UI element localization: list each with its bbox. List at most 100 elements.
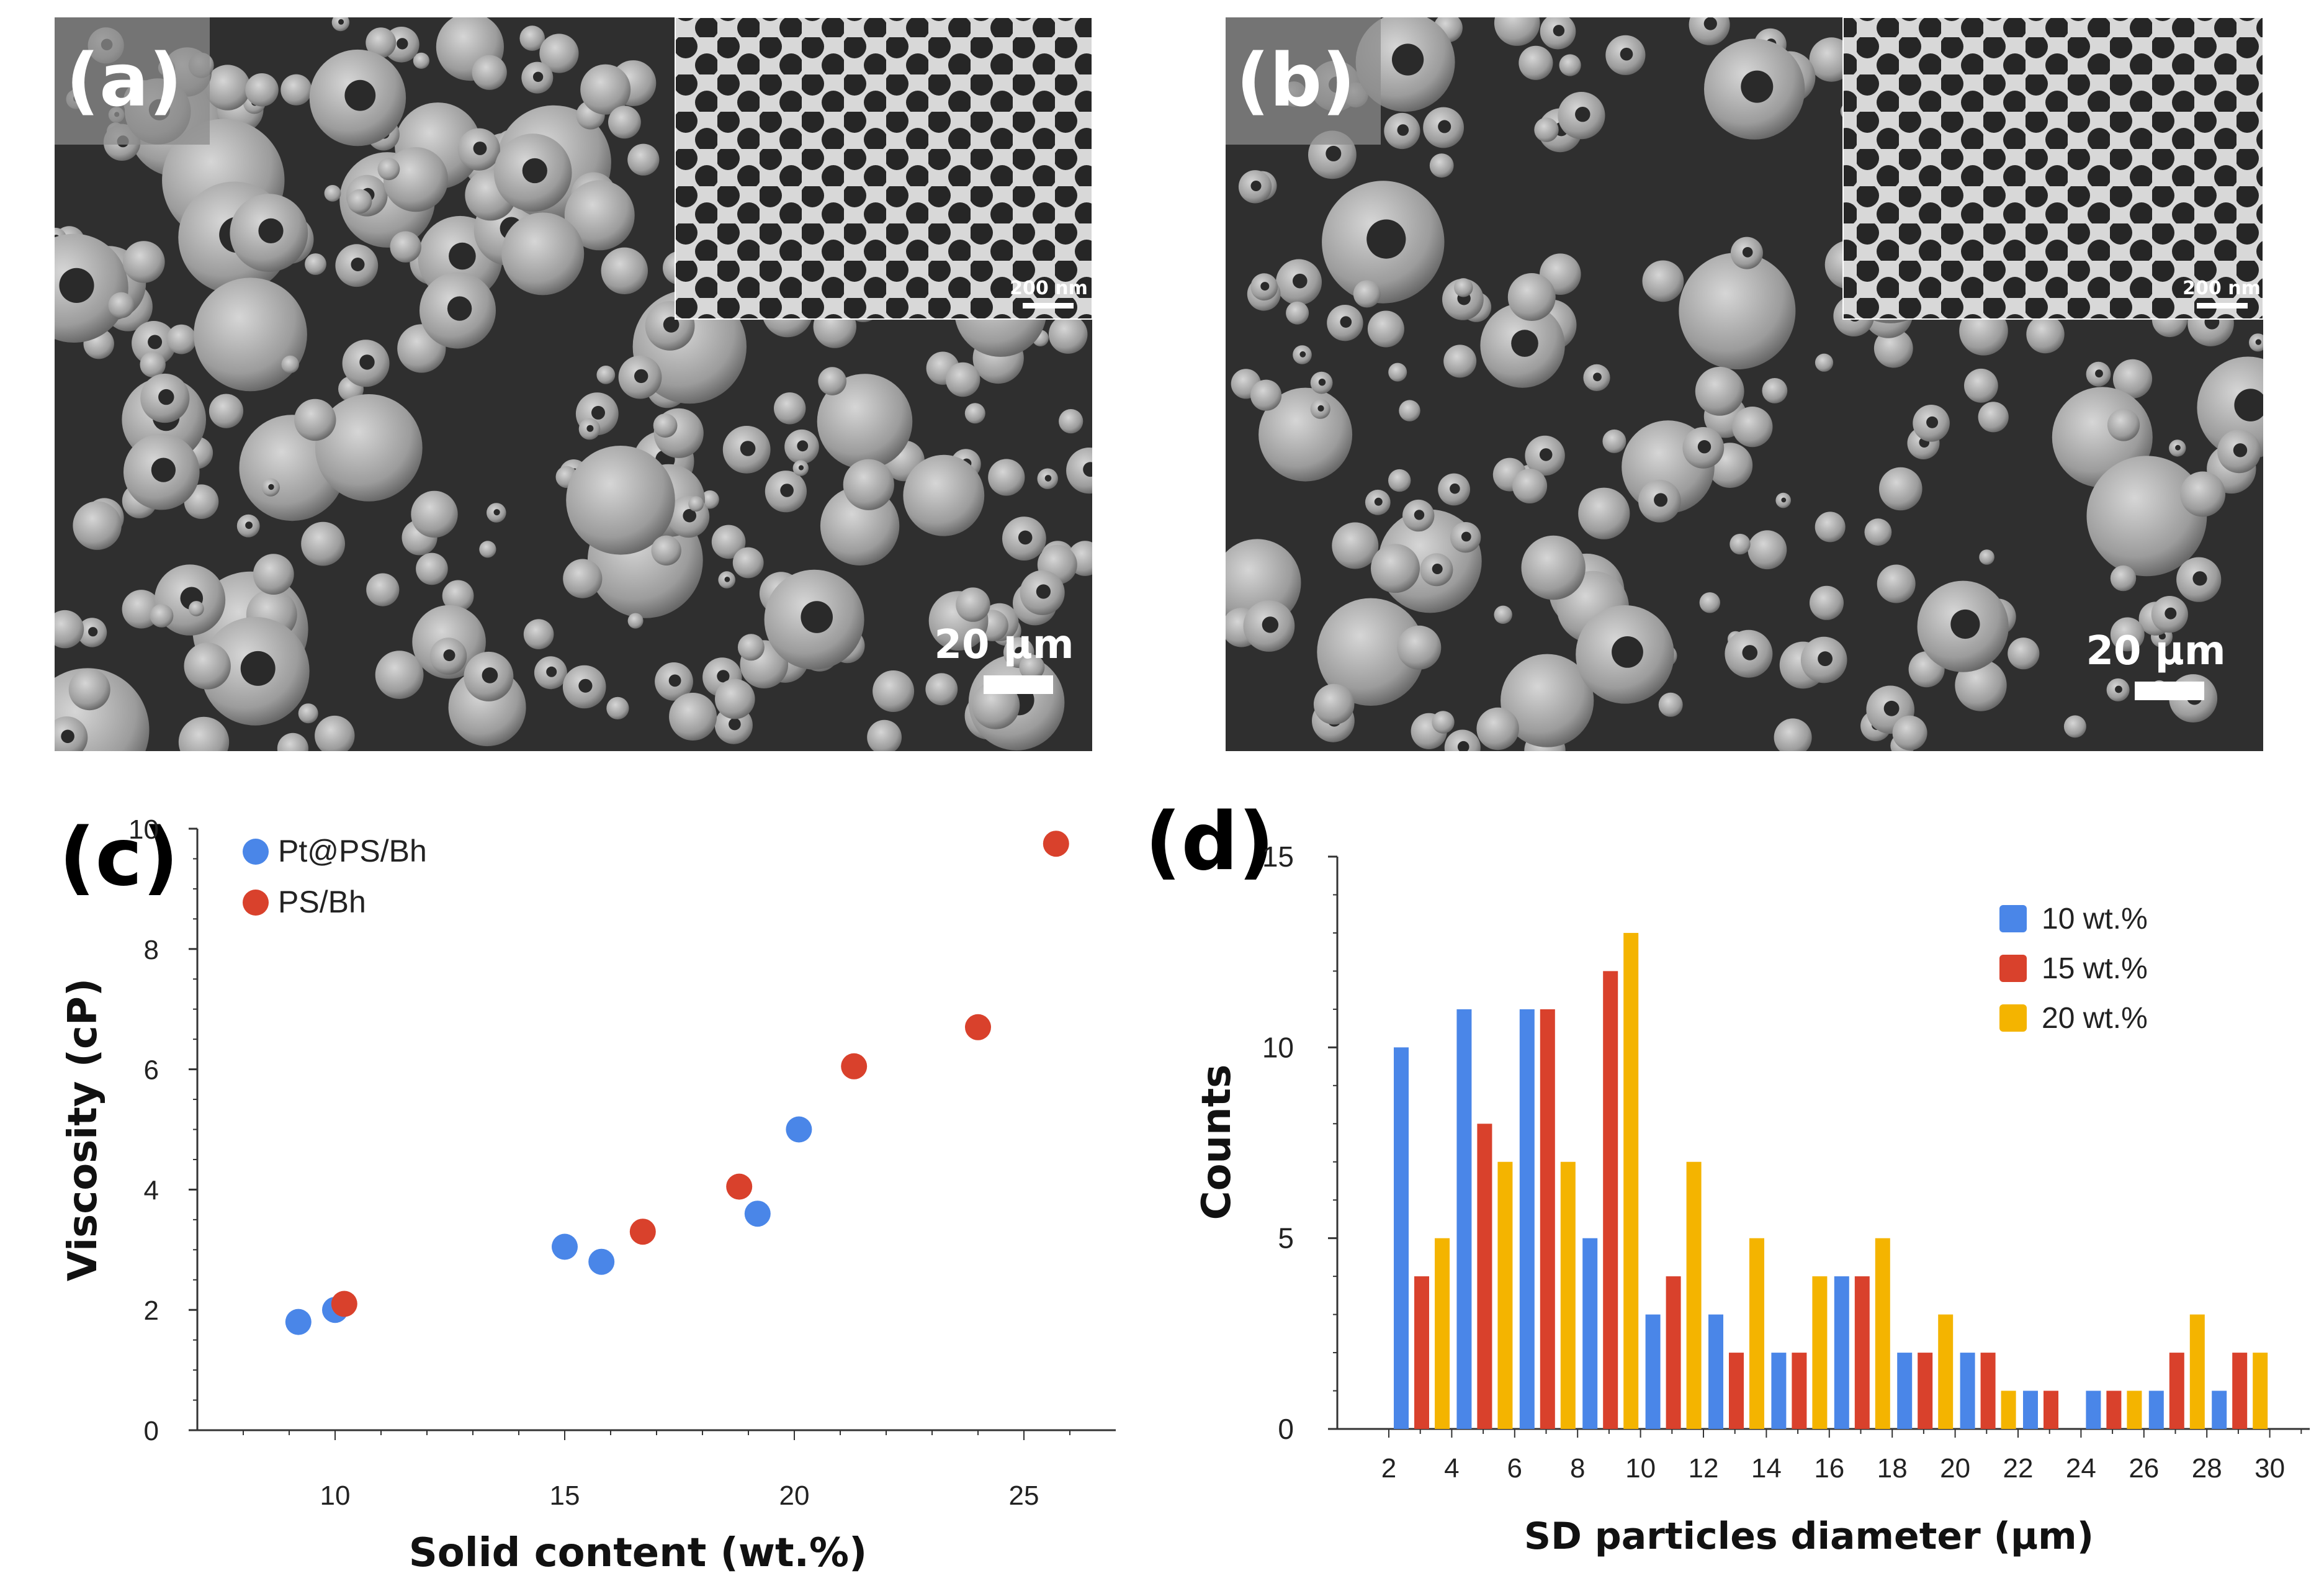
sem-image-b: 200 nm 20 µm (b)	[1226, 17, 2263, 751]
sem-particle	[1978, 402, 2009, 433]
sem-particle-hole	[1575, 107, 1590, 122]
sem-particle	[732, 547, 764, 579]
sem-particle-hole	[586, 425, 594, 432]
bar-15wt	[1603, 971, 1618, 1429]
sem-particle-hole	[1317, 405, 1324, 412]
x-tick-label-c: 20	[779, 1480, 810, 1511]
sem-particle-hole	[88, 627, 98, 637]
sem-particle-hole	[1741, 70, 1774, 103]
sem-particle-hole	[1083, 462, 1092, 477]
sem-particle-hole	[1950, 609, 1980, 639]
sem-particle	[184, 642, 231, 690]
bar-10wt	[2212, 1390, 2227, 1429]
sem-particle	[627, 613, 644, 629]
bar-20wt	[1749, 1238, 1764, 1429]
sem-particle	[1388, 469, 1411, 492]
sem-particle	[479, 541, 496, 558]
sem-particle-hole	[245, 521, 253, 529]
sem-particle	[73, 501, 122, 550]
bar-15wt	[2106, 1390, 2122, 1429]
sem-particle	[375, 651, 424, 699]
sem-particle	[1019, 654, 1045, 680]
sem-particle	[651, 535, 681, 565]
sem-particle-hole	[780, 484, 794, 497]
x-tick-label-d: 14	[1751, 1453, 1782, 1484]
sem-particle-hole	[1374, 497, 1383, 506]
bar-15wt	[1729, 1353, 1744, 1429]
sem-particle	[108, 292, 135, 318]
x-axis-title-c: Solid content (wt.%)	[409, 1530, 868, 1576]
sem-particle-hole	[1781, 497, 1787, 503]
scatter-point-pt-ps-bh	[786, 1116, 812, 1143]
sem-particle	[843, 459, 894, 510]
sem-particle	[1512, 469, 1548, 503]
sem-particle-hole	[1742, 645, 1758, 660]
sem-particle	[1964, 368, 1998, 403]
sem-particle	[1507, 273, 1556, 321]
sem-particle	[2110, 617, 2145, 652]
sem-particle	[1476, 707, 1519, 750]
bar-20wt	[2001, 1390, 2016, 1429]
sem-particle	[366, 27, 397, 58]
y-tick-label-d: 0	[1278, 1413, 1294, 1445]
legend-swatch-d	[1999, 905, 2027, 932]
sem-particle	[523, 619, 554, 649]
sem-particle	[1979, 549, 1994, 565]
y-tick-label-d: 15	[1262, 840, 1294, 873]
bar-20wt	[1812, 1276, 1828, 1429]
sem-particle	[1399, 400, 1420, 421]
sem-particle	[711, 525, 746, 559]
sem-particle-hole	[1438, 120, 1451, 133]
sem-particle	[205, 65, 251, 110]
sem-particle	[688, 496, 704, 512]
sem-particle	[956, 587, 990, 622]
sem-particle	[442, 580, 474, 612]
legend-label-d: 10 wt.%	[2042, 903, 2148, 935]
x-tick-label-d: 2	[1381, 1453, 1396, 1484]
sem-particle	[1955, 659, 2007, 711]
sem-particle-hole	[1299, 351, 1306, 358]
sem-particle	[294, 399, 336, 441]
sem-particle	[280, 74, 312, 106]
sem-particle	[925, 673, 958, 706]
chart-c: (c) 0 2 4 6 8 10 10 15 20 25 Viscosity (cP) Soli…	[59, 811, 1116, 1576]
legend-c: Pt@PS/Bh PS/Bh	[243, 834, 427, 919]
sem-particle	[2063, 715, 2086, 738]
sem-particle-hole	[1397, 124, 1409, 136]
y-tick-label-c: 0	[144, 1416, 159, 1446]
sem-particle-hole	[351, 258, 365, 271]
sem-particle-hole	[724, 577, 730, 582]
sem-particle	[1432, 711, 1455, 734]
y-tick-label-c: 6	[144, 1055, 159, 1086]
x-tick-label-d: 18	[1877, 1453, 1908, 1484]
y-tick-label-c: 10	[128, 814, 159, 845]
panel-letter-c: (c)	[59, 811, 179, 904]
sem-particle	[315, 715, 355, 751]
sem-particle-hole	[240, 651, 276, 686]
sem-particle	[377, 158, 400, 181]
bar-20wt	[1435, 1238, 1450, 1429]
sem-particle	[1059, 409, 1083, 434]
sem-particle	[1815, 511, 1846, 543]
sem-particle	[472, 55, 507, 90]
bar-15wt	[1854, 1276, 1870, 1429]
legend-marker-c	[243, 890, 269, 916]
panel-letter-a: (a)	[66, 37, 182, 123]
scale-bar-b-label: 20 µm	[2086, 628, 2225, 674]
sem-particle-hole	[1697, 440, 1712, 454]
sem-particle	[2110, 565, 2137, 592]
panel-letter-bg-a	[55, 17, 210, 145]
sem-particle-hole	[801, 601, 833, 633]
scatter-point-ps-bh	[965, 1014, 991, 1040]
sem-particle-hole	[1260, 282, 1270, 291]
sem-particle-hole	[482, 667, 498, 683]
sem-particle	[140, 351, 166, 377]
sem-particle-hole	[1015, 647, 1025, 657]
sem-particle	[817, 374, 913, 469]
sem-particle	[1519, 45, 1553, 80]
sem-particle	[606, 696, 629, 719]
x-tick-label-d: 4	[1444, 1453, 1459, 1484]
scatter-point-ps-bh	[331, 1291, 357, 1317]
sem-particle	[1388, 363, 1407, 382]
sem-particle-hole	[1326, 145, 1342, 161]
